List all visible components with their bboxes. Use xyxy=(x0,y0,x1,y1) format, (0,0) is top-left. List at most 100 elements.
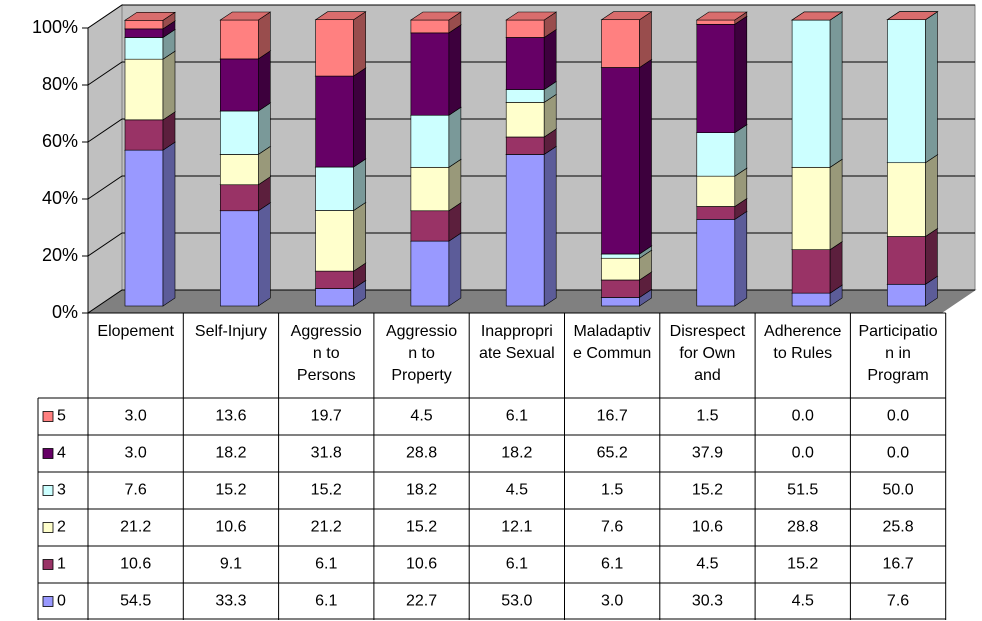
bar-segment xyxy=(505,154,545,307)
table-cell: 51.5 xyxy=(787,482,818,499)
legend-key xyxy=(42,522,54,533)
table-cell: 30.3 xyxy=(692,593,723,610)
table-cell: 37.9 xyxy=(692,445,723,462)
bar-side xyxy=(353,67,366,168)
table-cell: 25.8 xyxy=(882,519,913,536)
bar-segment xyxy=(124,37,164,60)
bar-top xyxy=(505,11,558,21)
x-tick-label: Self-Injury xyxy=(194,323,267,340)
legend-key xyxy=(42,559,54,570)
bar-segment xyxy=(696,219,736,307)
y-tick-label: 100% xyxy=(32,17,78,37)
table-cell: 1.5 xyxy=(601,482,623,499)
table-cell: 18.2 xyxy=(215,445,246,462)
bar-segment xyxy=(887,19,926,164)
table-cell: 28.8 xyxy=(787,519,818,536)
table-cell: 28.8 xyxy=(406,445,437,462)
bar-top xyxy=(124,11,176,21)
table-cell: 4.5 xyxy=(410,408,432,425)
bar-segment xyxy=(696,23,736,133)
x-tick-label: Aggression to Property xyxy=(385,323,458,384)
y-tick-label: 40% xyxy=(42,188,78,208)
table-cell: 6.1 xyxy=(506,408,528,425)
bar-side xyxy=(925,11,938,164)
table-cell: 6.1 xyxy=(315,593,337,610)
table-cell: 0.0 xyxy=(792,445,814,462)
bar-segment xyxy=(410,210,450,242)
bar-segment xyxy=(315,75,354,168)
bar-segment xyxy=(124,58,164,121)
bar-side xyxy=(639,58,652,255)
table-cell: 18.2 xyxy=(501,445,532,462)
bar-side xyxy=(448,106,462,168)
y-tick-label: 60% xyxy=(42,131,78,151)
table-cell: 15.2 xyxy=(787,556,818,573)
side-wall xyxy=(87,4,123,314)
table-cell: 12.1 xyxy=(501,519,532,536)
y-tick-label: 80% xyxy=(42,74,78,94)
bar-segment xyxy=(601,19,640,68)
table-cell: 33.3 xyxy=(215,593,246,610)
table-cell: 18.2 xyxy=(406,482,437,499)
bar-segment xyxy=(791,249,831,294)
bar-segment xyxy=(791,166,831,250)
table-cell: 53.0 xyxy=(501,593,532,610)
bar-segment xyxy=(315,210,354,272)
bar-segment xyxy=(220,19,259,60)
bar-segment xyxy=(601,279,640,298)
bar-side xyxy=(257,50,271,112)
x-tick-label: Aggression to Persons xyxy=(290,323,362,384)
bar-segment xyxy=(505,102,545,138)
bar-segment xyxy=(315,19,354,77)
x-tick-label: Elopement xyxy=(97,323,174,340)
y-tick-label: 0% xyxy=(52,302,78,322)
x-tick-label: Disrespect for Own and xyxy=(669,323,746,384)
bar-side xyxy=(162,50,176,121)
legend-key xyxy=(42,411,54,422)
table-cell: 31.8 xyxy=(311,445,342,462)
bar-segment xyxy=(887,236,926,285)
table-cell: 1.5 xyxy=(696,408,718,425)
legend-key xyxy=(42,485,54,496)
bar-side xyxy=(257,102,271,155)
bar-segment xyxy=(791,292,831,307)
legend-key xyxy=(42,596,54,607)
bar-side xyxy=(448,24,462,116)
legend-label: 5 xyxy=(57,408,66,425)
bar-segment xyxy=(124,149,164,307)
table-cell: 54.5 xyxy=(120,593,151,610)
bar-top xyxy=(695,11,748,21)
legend-label: 0 xyxy=(57,593,66,610)
bar-side xyxy=(353,158,366,212)
legend-label: 2 xyxy=(57,519,66,536)
bar-top xyxy=(791,11,844,21)
table-cell: 13.6 xyxy=(215,408,246,425)
table-cell: 4.5 xyxy=(792,593,814,610)
bar-side xyxy=(162,141,176,307)
legend-label: 3 xyxy=(57,482,66,499)
bar-segment xyxy=(505,19,545,38)
grid-line xyxy=(87,118,975,143)
table-cell: 9.1 xyxy=(220,556,242,573)
grid-line xyxy=(87,4,975,29)
bar-segment xyxy=(220,184,259,212)
table-cell: 15.2 xyxy=(215,482,246,499)
bar-segment xyxy=(220,154,259,186)
bar-side xyxy=(734,124,748,177)
bar-segment xyxy=(124,119,164,151)
table-cell: 10.6 xyxy=(215,519,246,536)
table-cell: 10.6 xyxy=(406,556,437,573)
bar-segment xyxy=(410,166,450,212)
bar-segment xyxy=(505,37,545,90)
table-cell: 3.0 xyxy=(125,408,147,425)
bar-segment xyxy=(315,166,354,211)
table-cell: 0.0 xyxy=(887,408,909,425)
bar-side xyxy=(448,232,462,307)
bar-segment xyxy=(220,110,259,155)
bar-top xyxy=(409,11,462,21)
table-cell: 7.6 xyxy=(125,482,147,499)
bar-top xyxy=(314,11,367,21)
bar-segment xyxy=(887,162,926,237)
